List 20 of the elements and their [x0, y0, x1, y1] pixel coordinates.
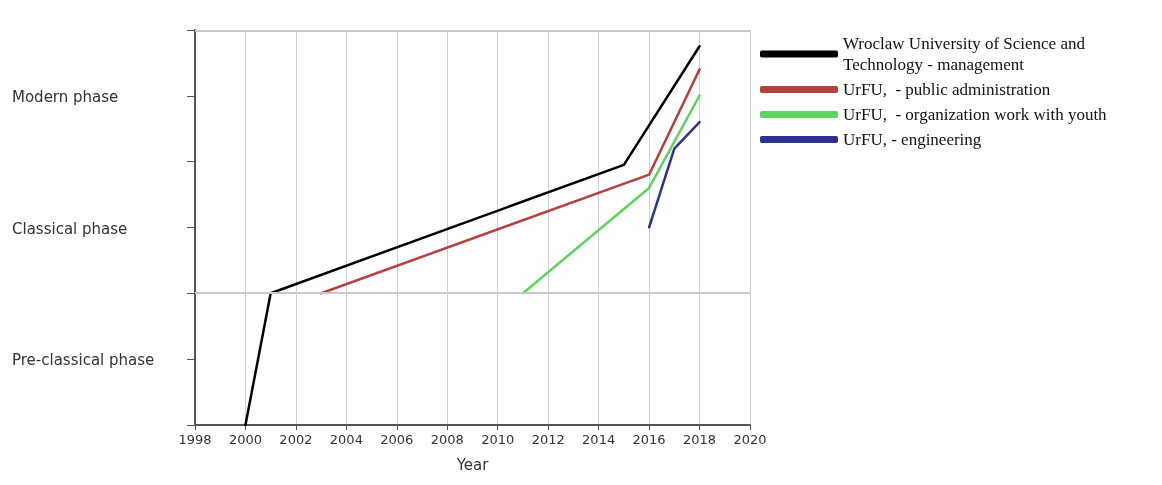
- x-tick-label: 2002: [279, 432, 313, 447]
- legend-label: UrFU, - engineering: [843, 130, 982, 149]
- x-tick-label: 2020: [733, 432, 767, 447]
- text: Modern phase: [12, 87, 119, 106]
- x-tick-label: 2016: [632, 432, 666, 447]
- x-axis-title: Year: [455, 455, 490, 474]
- x-tick-label: 1998: [178, 432, 212, 447]
- text: Classical phase: [12, 219, 128, 238]
- x-tick-label: 2014: [582, 432, 616, 447]
- x-tick-label: 2004: [329, 432, 363, 447]
- x-tick-label: 2000: [228, 432, 262, 447]
- legend-label: Wroclaw University of Science and Technology - management: [843, 34, 1090, 74]
- x-tick-label: 2018: [683, 432, 717, 447]
- x-tick-label: 2006: [380, 432, 414, 447]
- x-tick-label: 2008: [430, 432, 464, 447]
- x-tick-label: 2010: [481, 432, 515, 447]
- legend-label: UrFU, - organization work with youth: [843, 105, 1108, 124]
- x-tick-label: 2012: [531, 432, 565, 447]
- text: Pre-classical phase: [12, 351, 155, 370]
- legend-label: UrFU, - public administration: [843, 80, 1051, 99]
